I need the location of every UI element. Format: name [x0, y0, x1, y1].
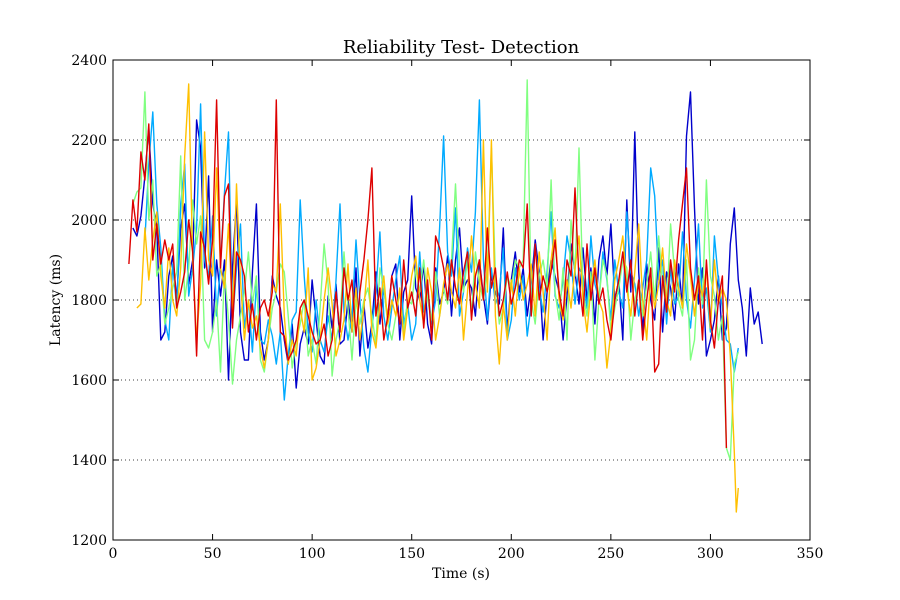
axis-ticks: 0 50 100 150 200 250 300 350 1200 1400 1600 1800 200… [71, 53, 823, 562]
x-tick-label: 200 [498, 546, 525, 562]
series-line-4 [136, 83, 739, 513]
plot-area [128, 79, 763, 513]
y-tick-label: 1800 [71, 293, 107, 309]
y-tick-label: 2400 [71, 53, 107, 69]
y-tick-label: 2200 [71, 133, 107, 149]
chart-title: Reliability Test- Detection [343, 37, 580, 58]
y-axis-label: Latency (ms) [48, 254, 64, 346]
x-tick-label: 0 [109, 546, 118, 562]
y-tick-label: 1400 [71, 453, 107, 469]
x-tick-label: 250 [597, 546, 624, 562]
x-tick-label: 300 [697, 546, 724, 562]
y-tick-label: 1600 [71, 373, 107, 389]
x-tick-label: 50 [204, 546, 222, 562]
series-line-2 [144, 99, 739, 401]
y-tick-label: 1200 [71, 533, 107, 549]
x-tick-label: 150 [398, 546, 425, 562]
series-line-5 [128, 99, 728, 449]
y-tick-label: 2000 [71, 213, 107, 229]
x-axis-label: Time (s) [432, 566, 490, 582]
x-tick-label: 350 [797, 546, 824, 562]
x-tick-label: 100 [299, 546, 326, 562]
